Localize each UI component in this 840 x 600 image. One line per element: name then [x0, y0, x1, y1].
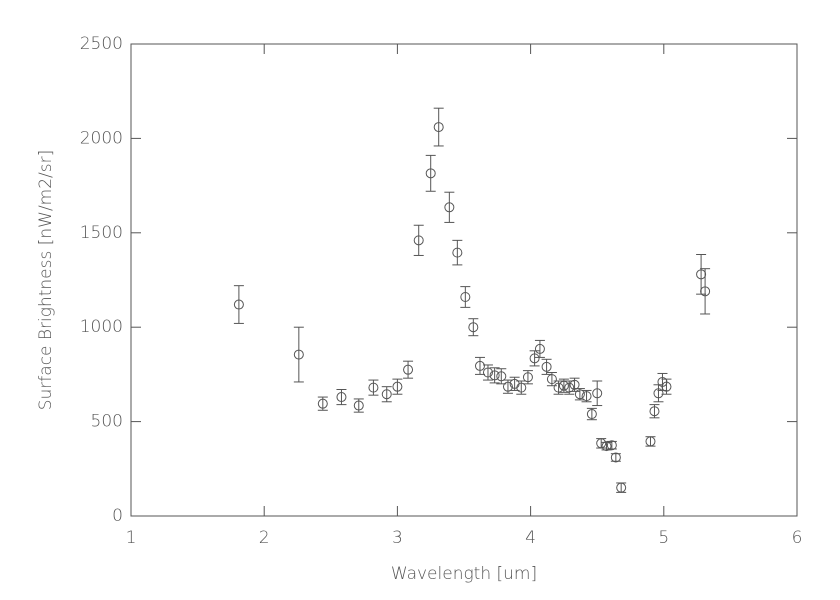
- data-point: [558, 380, 569, 391]
- data-point: [502, 381, 513, 392]
- data-point: [496, 371, 507, 382]
- data-point: [553, 382, 564, 393]
- data-point: [529, 353, 540, 364]
- data-point: [661, 381, 672, 392]
- x-axis-label: Wavelength [um]: [391, 564, 537, 584]
- data-point: [606, 440, 617, 451]
- data-point: [233, 299, 244, 310]
- x-tick-label: 4: [525, 528, 536, 548]
- x-tick-label: 5: [658, 528, 669, 548]
- data-point: [336, 392, 347, 403]
- data-point: [516, 382, 527, 393]
- y-tick-label: 2000: [80, 128, 123, 148]
- y-tick-label: 2500: [80, 34, 123, 54]
- y-tick-label: 1000: [80, 317, 123, 337]
- data-point: [581, 391, 592, 402]
- data-point: [482, 367, 493, 378]
- data-point: [474, 360, 485, 371]
- x-tick-label: 1: [126, 528, 137, 548]
- data-point: [368, 382, 379, 393]
- data-point: [645, 436, 656, 447]
- data-point: [460, 291, 471, 302]
- data-point: [653, 388, 664, 399]
- data-point: [700, 286, 711, 297]
- data-point: [293, 349, 304, 360]
- x-tick-label: 6: [792, 528, 803, 548]
- data-point: [403, 364, 414, 375]
- data-point: [610, 452, 621, 463]
- y-tick-label: 500: [91, 412, 123, 432]
- data-point: [592, 388, 603, 399]
- data-point: [541, 361, 552, 372]
- data-point: [596, 438, 607, 449]
- data-point: [616, 482, 627, 493]
- data-point: [468, 322, 479, 333]
- data-point: [413, 235, 424, 246]
- y-axis-label: Surface Brightness [nW/m2/sr]: [36, 150, 56, 411]
- data-point: [546, 374, 557, 385]
- data-point: [425, 168, 436, 179]
- data-point: [522, 372, 533, 383]
- plot-frame: [130, 43, 798, 517]
- x-tick-label: 2: [259, 528, 270, 548]
- data-point: [649, 406, 660, 417]
- data-point: [317, 398, 328, 409]
- data-point: [534, 343, 545, 354]
- data-point: [353, 400, 364, 411]
- y-tick-label: 0: [112, 506, 123, 526]
- data-point: [381, 389, 392, 400]
- y-tick-label: 1500: [80, 223, 123, 243]
- data-point: [452, 247, 463, 258]
- data-point: [574, 389, 585, 400]
- data-point: [601, 441, 612, 452]
- x-tick-label: 3: [392, 528, 403, 548]
- data-point: [392, 381, 403, 392]
- data-point: [569, 379, 580, 390]
- data-point: [433, 122, 444, 133]
- data-point: [586, 409, 597, 420]
- data-point: [489, 370, 500, 381]
- data-point: [444, 202, 455, 213]
- data-point: [696, 269, 707, 280]
- data-point: [564, 382, 575, 393]
